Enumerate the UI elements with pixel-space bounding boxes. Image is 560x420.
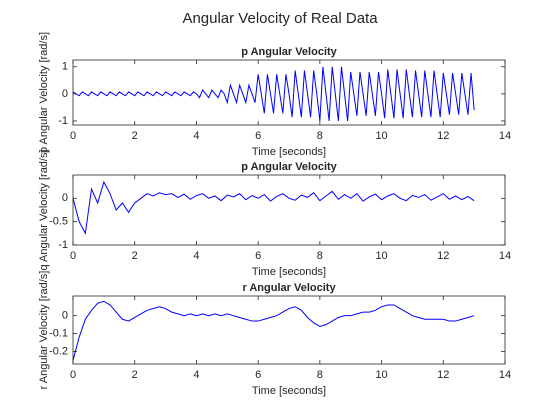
x-tick-label: 4	[193, 130, 199, 142]
x-tick-label: 4	[193, 250, 199, 262]
x-tick-label: 10	[375, 369, 387, 381]
x-axis-label: Time [seconds]	[252, 266, 326, 278]
x-tick-label: 0	[70, 250, 76, 262]
y-tick-label: -0.5	[49, 216, 68, 228]
axes-frame	[72, 295, 506, 365]
x-tick-label: 12	[437, 250, 449, 262]
y-tick-label: -1	[58, 239, 68, 251]
y-tick-label: 1	[62, 61, 68, 73]
x-tick-label: 14	[499, 130, 511, 142]
x-tick-label: 12	[437, 369, 449, 381]
x-tick-label: 4	[193, 369, 199, 381]
y-tick-label: 0	[62, 192, 68, 204]
x-tick-label: 14	[499, 250, 511, 262]
axes-frame	[72, 174, 506, 246]
x-tick-label: 2	[132, 130, 138, 142]
x-tick-label: 8	[317, 130, 323, 142]
figure-title: Angular Velocity of Real Data	[182, 10, 378, 27]
x-tick-label: 14	[499, 369, 511, 381]
x-axis-label: Time [seconds]	[252, 385, 326, 397]
y-tick-label: 0	[62, 310, 68, 322]
x-tick-label: 2	[132, 250, 138, 262]
x-axis-label: Time [seconds]	[252, 146, 326, 158]
subplot-title: p Angular Velocity	[241, 46, 337, 58]
subplot-title: p Angular Velocity	[241, 161, 337, 173]
x-tick-label: 6	[255, 130, 261, 142]
y-axis-label: q Angular Velocity [rad/s]	[38, 149, 50, 270]
x-tick-label: 12	[437, 130, 449, 142]
y-axis-label: p Angular Velocity [rad/s]	[38, 32, 50, 153]
y-tick-label: 0	[62, 88, 68, 100]
x-tick-label: 6	[255, 250, 261, 262]
y-tick-label: -0.1	[49, 327, 68, 339]
data-line	[72, 180, 475, 235]
x-tick-label: 0	[70, 369, 76, 381]
x-tick-label: 10	[375, 130, 387, 142]
x-tick-label: 8	[317, 250, 323, 262]
data-line	[72, 66, 475, 121]
x-tick-label: 2	[132, 369, 138, 381]
y-tick-label: -1	[58, 115, 68, 127]
x-tick-label: 0	[70, 130, 76, 142]
subplot-title: r Angular Velocity	[242, 282, 336, 294]
y-tick-label: -0.2	[49, 345, 68, 357]
x-tick-label: 6	[255, 369, 261, 381]
x-tick-label: 8	[317, 369, 323, 381]
data-line	[72, 300, 475, 361]
y-axis-label: r Angular Velocity [rad/s]	[38, 271, 50, 390]
x-tick-label: 10	[375, 250, 387, 262]
